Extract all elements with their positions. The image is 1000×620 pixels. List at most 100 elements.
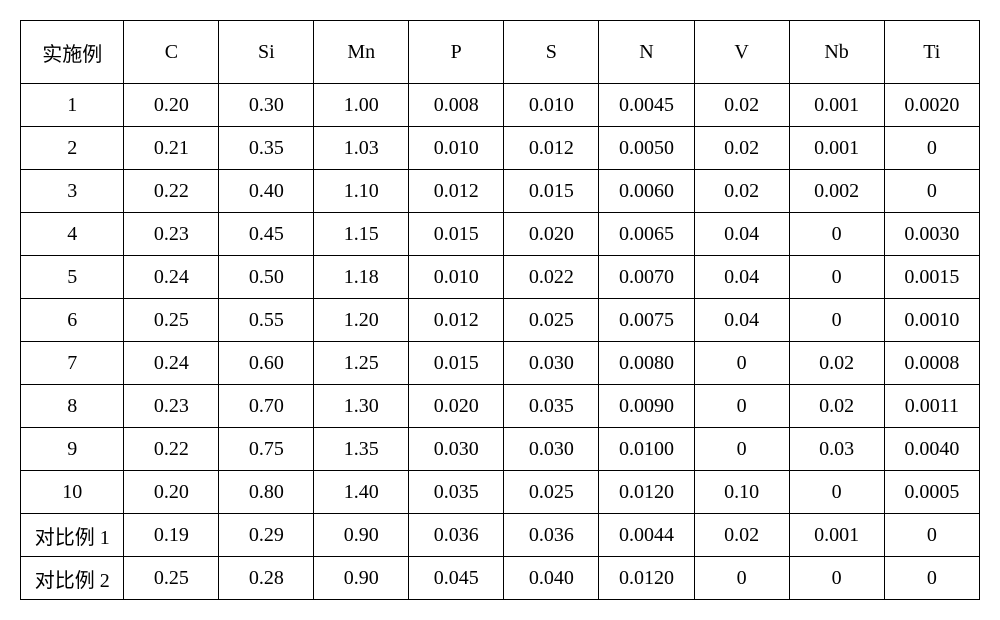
- table-row: 100.200.801.400.0350.0250.01200.1000.000…: [21, 471, 980, 514]
- table-cell: 0.23: [124, 385, 219, 428]
- table-cell: 0.04: [694, 213, 789, 256]
- table-cell: 0: [884, 170, 979, 213]
- table-cell: 0.90: [314, 557, 409, 600]
- table-cell: 0.22: [124, 170, 219, 213]
- table-cell: 0.04: [694, 256, 789, 299]
- table-cell: 0.010: [504, 84, 599, 127]
- table-cell: 1.10: [314, 170, 409, 213]
- table-cell: 0.60: [219, 342, 314, 385]
- table-cell: 0.23: [124, 213, 219, 256]
- table-cell: 1.03: [314, 127, 409, 170]
- table-cell: 0: [789, 557, 884, 600]
- table-cell: 0.0030: [884, 213, 979, 256]
- table-cell: 0.036: [409, 514, 504, 557]
- table-cell: 0.010: [409, 127, 504, 170]
- table-cell: 0.035: [409, 471, 504, 514]
- table-row: 80.230.701.300.0200.0350.009000.020.0011: [21, 385, 980, 428]
- table-row: 60.250.551.200.0120.0250.00750.0400.0010: [21, 299, 980, 342]
- table-cell: 0.24: [124, 256, 219, 299]
- table-cell: 0.04: [694, 299, 789, 342]
- table-cell: 0: [694, 557, 789, 600]
- table-cell: 4: [21, 213, 124, 256]
- table-cell: 0.001: [789, 514, 884, 557]
- table-cell: 0.0060: [599, 170, 694, 213]
- table-row: 50.240.501.180.0100.0220.00700.0400.0015: [21, 256, 980, 299]
- table-cell: 0.02: [694, 170, 789, 213]
- table-cell: 0.015: [409, 342, 504, 385]
- table-cell: 0.030: [504, 428, 599, 471]
- header-cell-example: 实施例: [21, 21, 124, 84]
- table-cell: 0: [789, 299, 884, 342]
- table-cell: 0.020: [409, 385, 504, 428]
- table-cell: 0.045: [409, 557, 504, 600]
- table-cell: 0.030: [504, 342, 599, 385]
- header-cell-s: S: [504, 21, 599, 84]
- table-cell: 0: [789, 213, 884, 256]
- table-cell: 0.0065: [599, 213, 694, 256]
- header-cell-v: V: [694, 21, 789, 84]
- table-cell: 7: [21, 342, 124, 385]
- table-cell: 0: [694, 428, 789, 471]
- table-row: 对比例 10.190.290.900.0360.0360.00440.020.0…: [21, 514, 980, 557]
- table-cell: 0.45: [219, 213, 314, 256]
- table-cell: 0.75: [219, 428, 314, 471]
- table-cell: 0.0120: [599, 557, 694, 600]
- table-cell: 0.0005: [884, 471, 979, 514]
- table-body: 10.200.301.000.0080.0100.00450.020.0010.…: [21, 84, 980, 600]
- header-cell-p: P: [409, 21, 504, 84]
- table-cell: 0.0075: [599, 299, 694, 342]
- table-cell: 0.30: [219, 84, 314, 127]
- table-cell: 0.02: [789, 385, 884, 428]
- table-cell: 0.02: [694, 514, 789, 557]
- table-cell: 0.0044: [599, 514, 694, 557]
- table-cell: 0.0010: [884, 299, 979, 342]
- composition-table: 实施例 C Si Mn P S N V Nb Ti 10.200.301.000…: [20, 20, 980, 600]
- table-cell: 0.20: [124, 84, 219, 127]
- table-cell: 0.21: [124, 127, 219, 170]
- header-cell-mn: Mn: [314, 21, 409, 84]
- table-cell: 1.18: [314, 256, 409, 299]
- table-cell: 0.040: [504, 557, 599, 600]
- table-cell: 0.0045: [599, 84, 694, 127]
- table-cell: 9: [21, 428, 124, 471]
- table-cell: 0.90: [314, 514, 409, 557]
- table-cell: 0.02: [694, 127, 789, 170]
- table-cell: 2: [21, 127, 124, 170]
- header-cell-nb: Nb: [789, 21, 884, 84]
- table-cell: 0.10: [694, 471, 789, 514]
- table-cell: 0.0090: [599, 385, 694, 428]
- table-cell: 0: [694, 342, 789, 385]
- table-cell: 0.030: [409, 428, 504, 471]
- table-cell: 0.022: [504, 256, 599, 299]
- table-cell: 对比例 1: [21, 514, 124, 557]
- table-cell: 0.40: [219, 170, 314, 213]
- table-cell: 5: [21, 256, 124, 299]
- table-cell: 0.001: [789, 127, 884, 170]
- table-row: 20.210.351.030.0100.0120.00500.020.0010: [21, 127, 980, 170]
- table-cell: 0.35: [219, 127, 314, 170]
- table-cell: 0: [694, 385, 789, 428]
- table-cell: 1.20: [314, 299, 409, 342]
- table-cell: 1.30: [314, 385, 409, 428]
- table-cell: 1.15: [314, 213, 409, 256]
- table-cell: 1.25: [314, 342, 409, 385]
- table-cell: 0.24: [124, 342, 219, 385]
- table-cell: 0.025: [504, 471, 599, 514]
- header-cell-n: N: [599, 21, 694, 84]
- table-row: 对比例 20.250.280.900.0450.0400.0120000: [21, 557, 980, 600]
- header-cell-si: Si: [219, 21, 314, 84]
- table-cell: 0.0020: [884, 84, 979, 127]
- table-row: 40.230.451.150.0150.0200.00650.0400.0030: [21, 213, 980, 256]
- table-cell: 8: [21, 385, 124, 428]
- table-cell: 0.25: [124, 299, 219, 342]
- table-cell: 10: [21, 471, 124, 514]
- table-cell: 1.40: [314, 471, 409, 514]
- table-cell: 0.035: [504, 385, 599, 428]
- table-cell: 0.0015: [884, 256, 979, 299]
- table-cell: 1: [21, 84, 124, 127]
- table-cell: 0.70: [219, 385, 314, 428]
- table-cell: 0.22: [124, 428, 219, 471]
- table-cell: 0.0070: [599, 256, 694, 299]
- table-cell: 0.02: [789, 342, 884, 385]
- table-cell: 0.0080: [599, 342, 694, 385]
